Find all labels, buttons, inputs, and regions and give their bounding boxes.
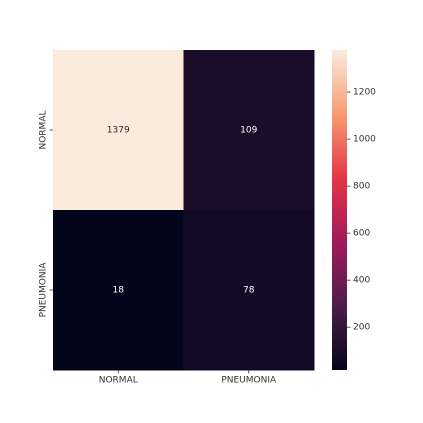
- cell-label: 1379: [107, 126, 130, 136]
- y-tick-label: NORMAL: [39, 110, 49, 149]
- x-tick-label: NORMAL: [99, 376, 138, 386]
- heatmap-cell: [183, 210, 315, 371]
- colorbar-tick-label: 400: [353, 276, 370, 286]
- colorbar-tick-label: 800: [353, 182, 370, 192]
- colorbar-tick-label: 1200: [353, 88, 376, 98]
- heatmap-cell: [183, 50, 315, 211]
- cell-label: 109: [240, 126, 257, 136]
- x-tick-label: PNEUMONIA: [221, 376, 277, 386]
- heatmap-cell: [53, 210, 184, 371]
- cell-label: 78: [243, 286, 255, 296]
- heatmap-cell: [53, 50, 184, 211]
- colorbar-tick-label: 600: [353, 229, 370, 239]
- y-tick-label: PNEUMONIA: [39, 262, 49, 318]
- colorbar-tick-label: 200: [353, 323, 370, 333]
- colorbar-tick-label: 1000: [353, 135, 376, 145]
- cell-label: 18: [113, 286, 125, 296]
- colorbar: [332, 50, 347, 370]
